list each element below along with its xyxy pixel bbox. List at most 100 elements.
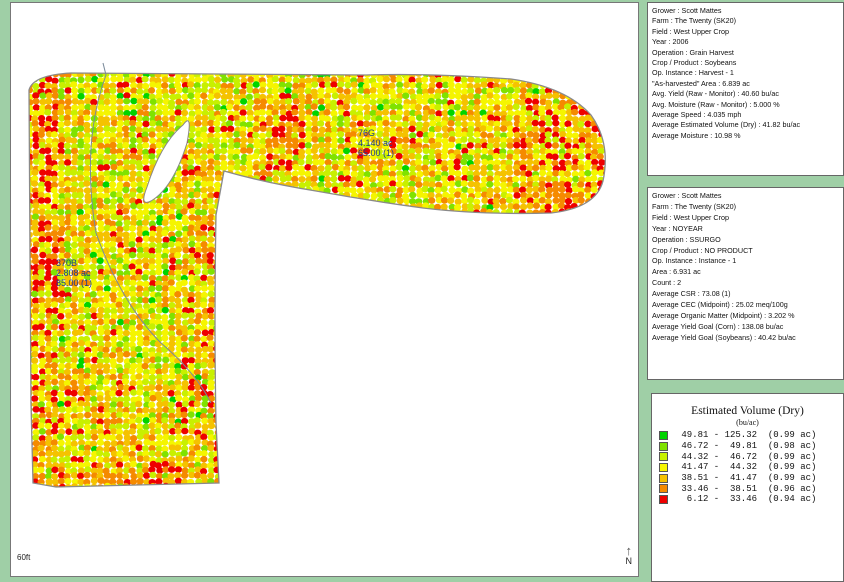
yield-point bbox=[363, 77, 371, 85]
yield-point bbox=[77, 389, 85, 397]
yield-point bbox=[206, 99, 215, 106]
scale-bar-label: 60ft bbox=[17, 553, 31, 562]
yield-point bbox=[453, 103, 461, 111]
yield-point bbox=[363, 131, 372, 139]
yield-point bbox=[213, 132, 222, 139]
yield-point bbox=[82, 213, 91, 220]
yield-point bbox=[234, 120, 242, 127]
yield-point bbox=[89, 389, 97, 397]
yield-point bbox=[596, 82, 604, 89]
yield-point bbox=[511, 176, 520, 183]
yield-point bbox=[317, 181, 325, 188]
yield-point bbox=[96, 467, 104, 475]
yield-point bbox=[571, 92, 579, 99]
yield-point bbox=[201, 203, 209, 211]
yield-point bbox=[45, 435, 53, 442]
yield-point bbox=[312, 169, 320, 177]
yield-point bbox=[538, 176, 546, 183]
yield-point bbox=[305, 93, 313, 101]
yield-point bbox=[201, 313, 209, 320]
yield-point bbox=[154, 252, 163, 260]
yield-point bbox=[584, 192, 592, 199]
yield-point bbox=[29, 449, 33, 457]
legend-row: 33.46 - 38.51 (0.96 ac) bbox=[659, 483, 843, 494]
yield-point bbox=[525, 137, 533, 144]
yield-point bbox=[564, 142, 572, 150]
yield-point bbox=[129, 125, 137, 133]
yield-point bbox=[51, 329, 60, 337]
yield-point bbox=[409, 103, 417, 111]
yield-point bbox=[544, 214, 552, 221]
yield-point bbox=[109, 136, 117, 144]
yield-point bbox=[70, 225, 78, 233]
yield-point bbox=[109, 104, 117, 112]
yield-point bbox=[122, 207, 130, 215]
yield-point bbox=[32, 191, 40, 199]
yield-point bbox=[259, 73, 267, 74]
yield-point bbox=[130, 208, 138, 216]
yield-point bbox=[311, 153, 320, 161]
yield-point bbox=[148, 401, 156, 409]
yield-point bbox=[143, 433, 151, 441]
yield-point bbox=[57, 391, 65, 398]
yield-point bbox=[396, 87, 404, 94]
yield-point bbox=[77, 87, 85, 95]
yield-point bbox=[363, 104, 371, 111]
yield-point bbox=[448, 66, 455, 73]
yield-point bbox=[29, 445, 33, 452]
yield-point bbox=[396, 66, 403, 73]
yield-point bbox=[187, 346, 195, 354]
yield-point bbox=[221, 225, 229, 233]
yield-point bbox=[142, 391, 151, 398]
yield-point bbox=[116, 196, 124, 204]
yield-map-panel[interactable]: 76G 4.140 ac 65.00 (1) 370B 2.808 ac 85.… bbox=[10, 2, 639, 577]
yield-point bbox=[97, 477, 105, 484]
yield-point bbox=[604, 114, 606, 122]
yield-point bbox=[545, 119, 553, 127]
yield-point bbox=[370, 170, 378, 178]
yield-point bbox=[356, 187, 364, 195]
yield-point bbox=[408, 147, 416, 155]
yield-point bbox=[227, 192, 236, 199]
yield-point bbox=[37, 401, 45, 408]
yield-point bbox=[362, 202, 370, 209]
yield-point bbox=[174, 477, 183, 485]
yield-point bbox=[351, 65, 358, 72]
yield-point bbox=[591, 109, 599, 117]
yield-point bbox=[187, 264, 195, 272]
yield-point bbox=[447, 175, 455, 182]
legend-range-label: 38.51 - 41.47 (0.99 ac) bbox=[676, 473, 817, 484]
yield-point bbox=[460, 76, 468, 84]
yield-point bbox=[76, 422, 84, 429]
yield-point bbox=[167, 472, 175, 480]
yield-point bbox=[51, 198, 60, 205]
yield-point bbox=[173, 81, 182, 89]
yield-point bbox=[83, 82, 91, 89]
yield-point bbox=[63, 417, 71, 425]
yield-point bbox=[403, 109, 411, 117]
yield-point bbox=[455, 110, 463, 117]
harvest-info-line: Average Estimated Volume (Dry) : 41.82 b… bbox=[652, 120, 801, 130]
yield-point bbox=[63, 351, 71, 358]
yield-map-canvas[interactable] bbox=[11, 3, 639, 577]
yield-point bbox=[526, 115, 534, 122]
yield-point bbox=[32, 285, 40, 293]
yield-point bbox=[187, 274, 196, 281]
yield-point bbox=[97, 119, 105, 127]
yield-point bbox=[129, 357, 137, 364]
yield-point bbox=[90, 109, 99, 117]
yield-point bbox=[344, 203, 352, 211]
yield-point bbox=[181, 176, 189, 183]
yield-point bbox=[123, 434, 131, 442]
yield-point bbox=[358, 65, 365, 72]
yield-point bbox=[83, 242, 91, 249]
yield-point bbox=[219, 329, 228, 336]
yield-point bbox=[305, 108, 313, 116]
yield-point bbox=[155, 263, 163, 271]
yield-point bbox=[571, 170, 579, 178]
yield-point bbox=[117, 175, 125, 182]
yield-point bbox=[363, 209, 371, 216]
yield-point bbox=[597, 147, 605, 155]
yield-point bbox=[234, 203, 242, 211]
yield-point bbox=[181, 319, 190, 326]
